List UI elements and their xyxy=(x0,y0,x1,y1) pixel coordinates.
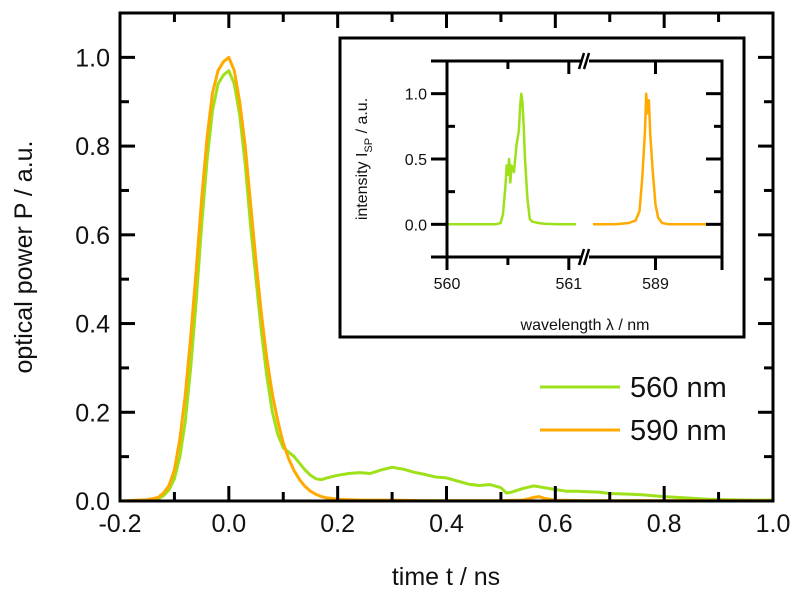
x-tick-label: 0.8 xyxy=(647,510,682,538)
axis-break-mark xyxy=(577,248,586,266)
y-tick-label: 1.0 xyxy=(75,44,110,72)
y-tick-label: 0.0 xyxy=(75,488,110,516)
inset-box xyxy=(338,36,746,339)
inset-x-tick-label: 561 xyxy=(555,276,582,293)
inset-x-tick-label: 589 xyxy=(642,276,669,293)
legend: 560 nm 590 nm xyxy=(540,372,727,447)
x-axis-title: time t / ns xyxy=(392,563,500,591)
x-tick-label: 1.0 xyxy=(756,510,791,538)
inset-y-tick-label: 0.0 xyxy=(405,217,427,234)
y-tick-label: 0.2 xyxy=(75,399,110,427)
main-ticks xyxy=(118,13,775,503)
x-tick-label: 0.4 xyxy=(429,510,464,538)
inset-x-tick-label: 560 xyxy=(434,276,461,293)
inset-y-tick-label: 1.0 xyxy=(405,87,427,104)
main-tick-labels: -0.2 0.0 0.2 0.4 0.6 0.8 1.00.00.20.40.60.81.0 xyxy=(75,44,790,538)
axis-break-mark xyxy=(582,52,591,70)
inset-series-layer xyxy=(447,92,716,226)
legend-label-560nm: 560 nm xyxy=(630,372,727,404)
inset-y-axis-title-main: intensity I xyxy=(354,153,371,221)
y-tick-label: 0.6 xyxy=(75,222,110,250)
inset-tick-labels: 560 561 589 0.0 0.5 1.0 xyxy=(405,87,669,293)
axis-break-mark xyxy=(577,52,586,70)
series-line-590-nm xyxy=(119,55,773,503)
inset-y-axis-title-sub: SP xyxy=(363,138,375,153)
axis-break-mark xyxy=(582,248,591,266)
y-tick-label: 0.4 xyxy=(75,311,110,339)
x-tick-label: -0.2 xyxy=(98,510,141,538)
x-tick-label: 0.2 xyxy=(320,510,355,538)
inset-y-tick-label: 0.5 xyxy=(405,152,427,169)
x-tick-label: 0.6 xyxy=(538,510,573,538)
y-axis-title: optical power P / a.u. xyxy=(10,140,38,373)
inset-spectrum-plot: 560 561 589 0.0 0.5 1.0 wavelength λ / nm int… xyxy=(338,36,746,339)
legend-label-590nm: 590 nm xyxy=(630,415,727,447)
y-tick-label: 0.8 xyxy=(75,133,110,161)
inset-x-axis-title: wavelength λ / nm xyxy=(520,317,650,334)
inset-series-line xyxy=(593,92,716,226)
x-tick-label: 0.0 xyxy=(211,510,246,538)
inset-y-axis-title-tail: / a.u. xyxy=(354,98,371,138)
main-series-layer xyxy=(119,55,773,503)
inset-series-line xyxy=(447,92,577,226)
series-line-560-nm xyxy=(119,69,773,503)
inset-ticks xyxy=(431,59,724,270)
inset-y-axis-title: intensity ISP / a.u. xyxy=(354,98,375,220)
